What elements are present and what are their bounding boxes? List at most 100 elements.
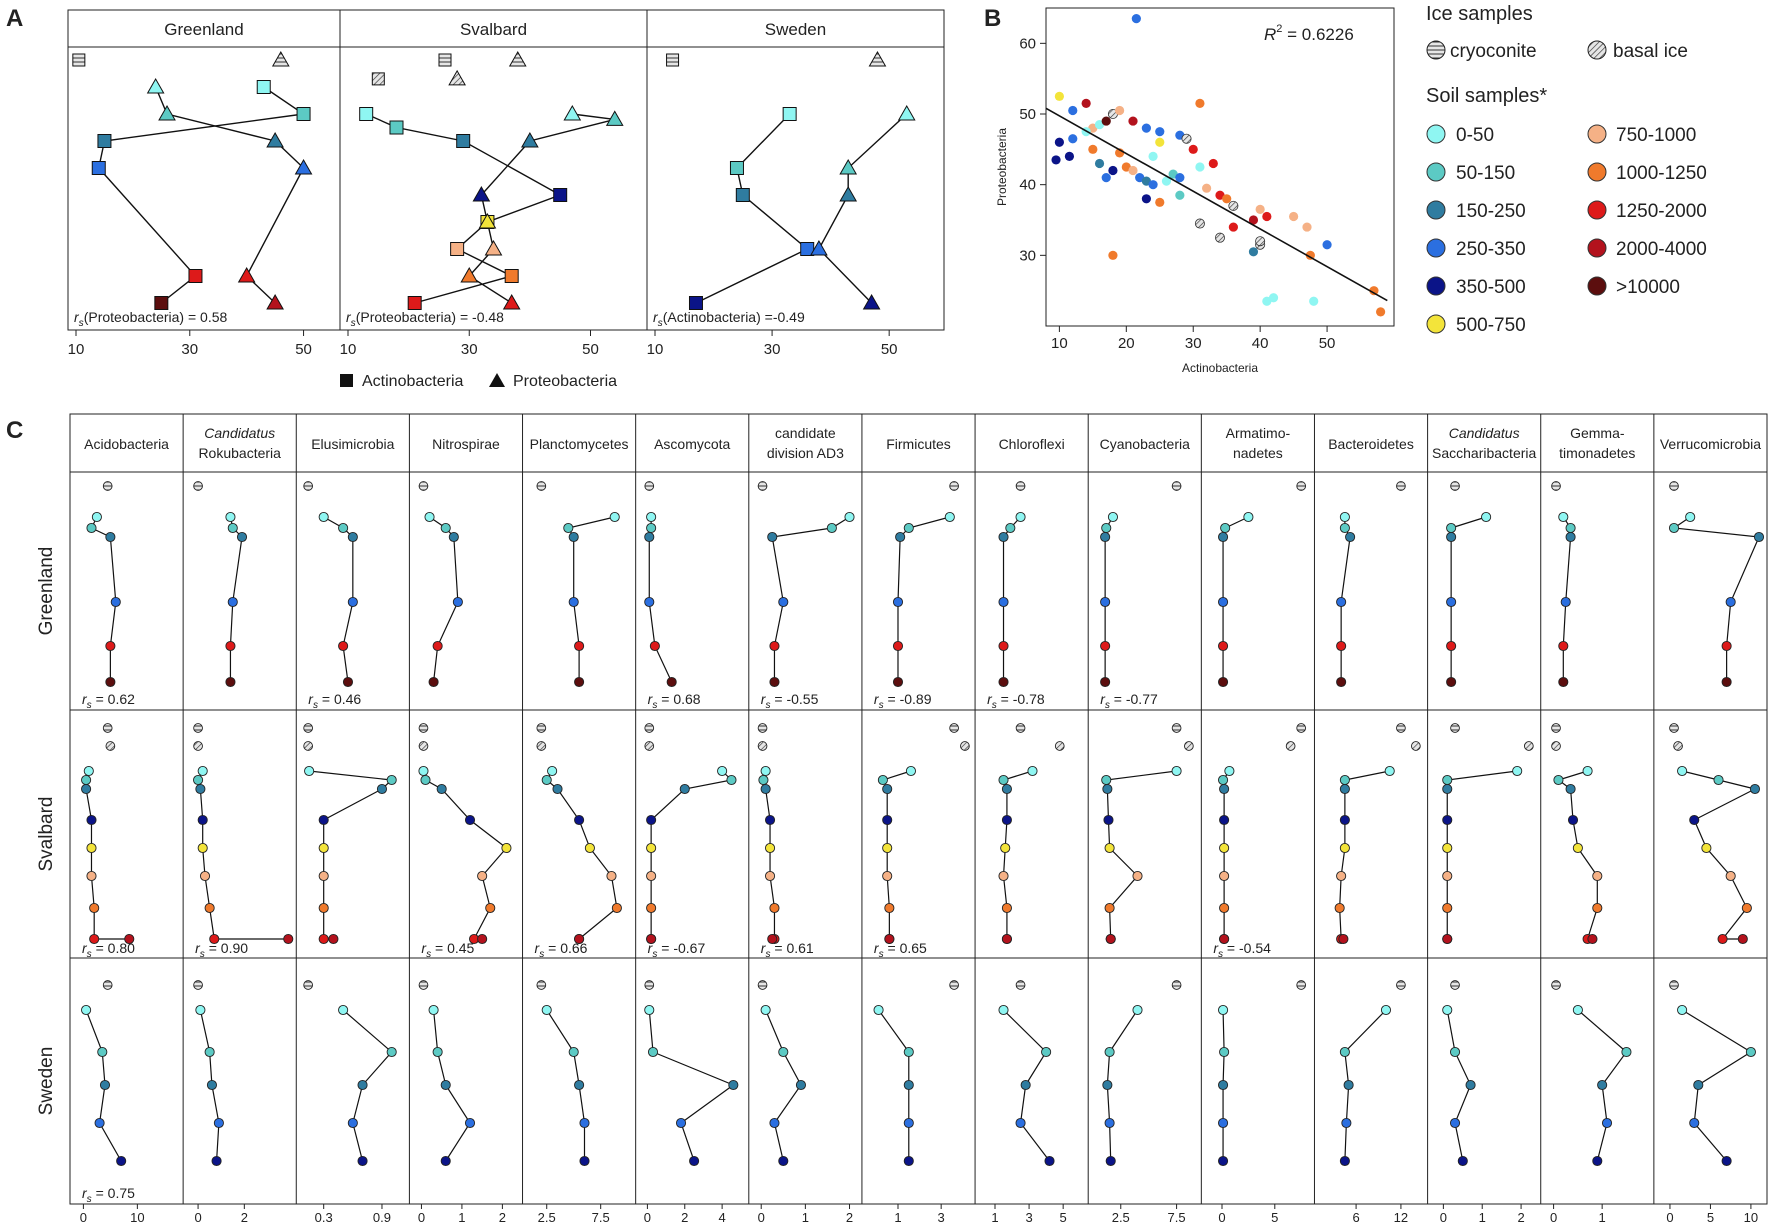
- depth-point: [338, 640, 349, 652]
- ice-triangle-marker: [508, 50, 527, 67]
- depth-point: [873, 1004, 884, 1016]
- y-tick-label: 40: [1019, 177, 1036, 194]
- depth-point: [440, 1079, 451, 1091]
- depth-point: [1104, 1117, 1115, 1129]
- depth-point: [1592, 1155, 1603, 1167]
- actinobacteria-line: [695, 113, 809, 304]
- depth-point: [1102, 783, 1113, 795]
- ice-square-marker: [371, 72, 385, 86]
- data-point: [1255, 236, 1266, 247]
- cryoconite-point: [1669, 723, 1679, 733]
- depth-point: [81, 774, 92, 786]
- depth-point: [1339, 511, 1350, 523]
- basal-ice-point: [193, 741, 203, 751]
- actinobacteria-marker: [97, 134, 112, 148]
- x-tick-label: 50: [582, 341, 599, 358]
- column-candidatus-saccharibacteria: Candidatus Saccharibacteria 0 1 2: [1432, 425, 1536, 1224]
- depth-point: [1001, 933, 1012, 945]
- cryoconite-point: [1296, 723, 1307, 733]
- depth-point: [1105, 933, 1116, 945]
- proteobacteria-marker: [237, 266, 256, 283]
- depth-point: [1339, 522, 1350, 534]
- proteobacteria-marker: [158, 104, 176, 121]
- depth-point: [1341, 1117, 1352, 1129]
- x-tick-label: 5: [1271, 1210, 1278, 1224]
- column-candidatus-rokubacteria: Candidatus Rokubacteria 0 2 rs = 0.90: [193, 425, 294, 1224]
- depth-point: [338, 522, 349, 534]
- depth-point: [903, 1046, 914, 1058]
- ice-triangle-marker: [868, 50, 887, 67]
- cryoconite-point: [1396, 980, 1406, 990]
- basal-ice-point: [1054, 741, 1065, 751]
- depth-point: [895, 531, 906, 543]
- depth-point: [769, 902, 780, 914]
- x-tick-label: 1: [802, 1210, 809, 1224]
- depth-point: [124, 933, 135, 945]
- plot-frame: [1045, 7, 1395, 327]
- depth-point: [318, 870, 329, 882]
- depth-point: [86, 522, 97, 534]
- bin-swatch: [1426, 200, 1446, 220]
- rs-label: rs(Proteobacteria) = -0.48: [346, 309, 504, 329]
- rs-label: rs = -0.55: [761, 691, 819, 711]
- actinobacteria-marker: [553, 188, 568, 202]
- cryoconite-point: [418, 481, 429, 491]
- depth-point: [1721, 1155, 1732, 1167]
- data-point: [1155, 137, 1165, 147]
- depth-point: [563, 522, 574, 534]
- actinobacteria-marker: [256, 80, 271, 94]
- x-tick-label: 2.5: [538, 1210, 556, 1224]
- depth-point: [646, 842, 657, 854]
- ice-square-marker: [666, 53, 680, 67]
- depth-point: [1336, 870, 1347, 882]
- cryoconite-point: [757, 980, 768, 990]
- ice-triangle-marker: [448, 69, 466, 86]
- depth-point: [1220, 522, 1231, 534]
- bin-swatch: [1426, 314, 1446, 334]
- depth-point: [211, 1155, 222, 1167]
- data-point: [1081, 98, 1091, 108]
- legend-cryoconite: cryoconite: [1450, 41, 1537, 62]
- depth-point: [666, 676, 677, 688]
- depth-point: [1442, 842, 1453, 854]
- x-tick-label: 10: [68, 341, 85, 358]
- depth-point: [477, 870, 488, 882]
- cryoconite-point: [1450, 723, 1460, 733]
- depth-point: [1558, 640, 1569, 652]
- depth-point: [1219, 783, 1230, 795]
- depth-point: [1020, 1079, 1031, 1091]
- x-tick-label: 2: [846, 1210, 853, 1224]
- rs-label: rs = -0.77: [1100, 691, 1158, 711]
- depth-point: [386, 774, 397, 786]
- depth-point: [778, 1046, 789, 1058]
- depth-point: [1339, 783, 1350, 795]
- panel-a-sweden: Sweden 10 30 50 rs(Actinobacteria) =-0.49: [646, 9, 945, 358]
- depth-point: [1027, 765, 1038, 777]
- depth-point: [998, 640, 1009, 652]
- depth-point: [574, 814, 585, 826]
- cryoconite-point: [1551, 723, 1561, 733]
- depth-point: [903, 1079, 914, 1091]
- legend-proteobacteria: Proteobacteria: [513, 373, 617, 390]
- bin-label: 350-500: [1456, 277, 1526, 298]
- basal-ice-point: [536, 741, 547, 751]
- basal-ice-point: [1285, 741, 1296, 751]
- column-title-italic: Candidatus: [204, 425, 275, 441]
- x-tick-label: 10: [1744, 1210, 1758, 1224]
- proteobacteria-marker: [897, 104, 916, 121]
- depth-point: [1380, 1004, 1392, 1016]
- depth-point: [760, 765, 771, 777]
- depth-point: [1105, 1155, 1116, 1167]
- depth-point: [1218, 1079, 1229, 1091]
- cryoconite-point: [1396, 481, 1406, 491]
- x-tick-label: 0: [80, 1210, 87, 1224]
- depth-point: [758, 774, 769, 786]
- data-point: [1248, 215, 1259, 225]
- column-title: Ascomycota: [654, 436, 730, 452]
- data-point: [1108, 165, 1118, 176]
- depth-point: [357, 1079, 368, 1091]
- data-point: [1309, 296, 1319, 306]
- depth-point: [1218, 596, 1229, 608]
- depth-point: [541, 774, 552, 786]
- data-point: [1194, 218, 1205, 229]
